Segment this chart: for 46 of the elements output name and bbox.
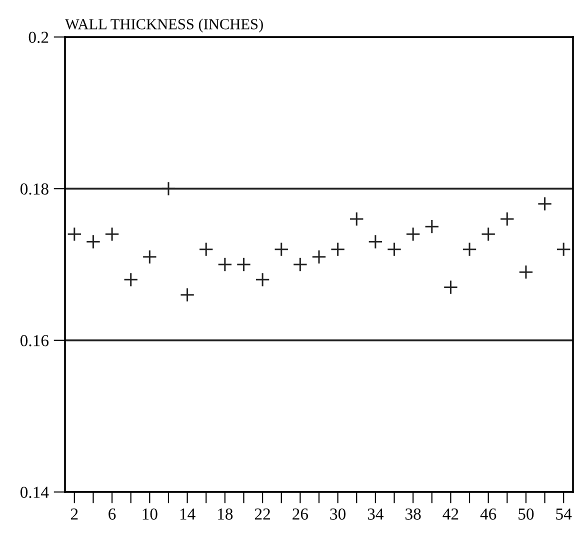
x-tick-label: 2 [70, 508, 78, 520]
x-tick-label: 34 [368, 508, 384, 520]
point [104, 226, 120, 242]
x-tick-label: 46 [480, 508, 496, 520]
y-tick-label: 0.2 [28, 32, 48, 44]
x-tick-label: 42 [442, 508, 458, 520]
point [124, 272, 138, 288]
x-tick-label: 10 [142, 508, 158, 520]
point [537, 196, 552, 212]
y-tick-label: 0.14 [20, 486, 49, 498]
point [161, 181, 176, 196]
point [518, 264, 534, 280]
point [86, 234, 101, 250]
x-tick-label: 38 [406, 508, 421, 520]
point [198, 242, 214, 257]
point [236, 257, 252, 272]
x-tick-label: 14 [180, 508, 196, 520]
point [274, 242, 289, 257]
x-tick-label: 6 [108, 508, 116, 520]
point [480, 226, 496, 242]
x-tick-label: 50 [518, 508, 534, 520]
point [312, 250, 326, 264]
point [255, 272, 270, 288]
point [292, 257, 308, 272]
point [142, 250, 158, 264]
y-tick-label: 0.16 [20, 335, 49, 346]
point [180, 287, 195, 302]
point [368, 234, 383, 250]
x-tick-label: 18 [218, 508, 233, 520]
point [556, 242, 571, 257]
y-axis-title: WALL THICKNESS (INCHES) [65, 18, 263, 32]
point [330, 242, 346, 257]
point [462, 242, 477, 257]
point [443, 280, 458, 295]
point [386, 242, 402, 257]
x-tick-label: 30 [330, 508, 346, 520]
x-tick-label: 22 [254, 508, 270, 520]
point [500, 212, 514, 226]
point [67, 226, 82, 242]
point [424, 219, 440, 234]
point [349, 212, 364, 226]
point [406, 226, 420, 242]
y-tick-label: 0.18 [20, 183, 48, 195]
x-tick-label: 54 [556, 508, 572, 520]
x-tick-label: 26 [292, 508, 308, 520]
point [218, 257, 232, 272]
